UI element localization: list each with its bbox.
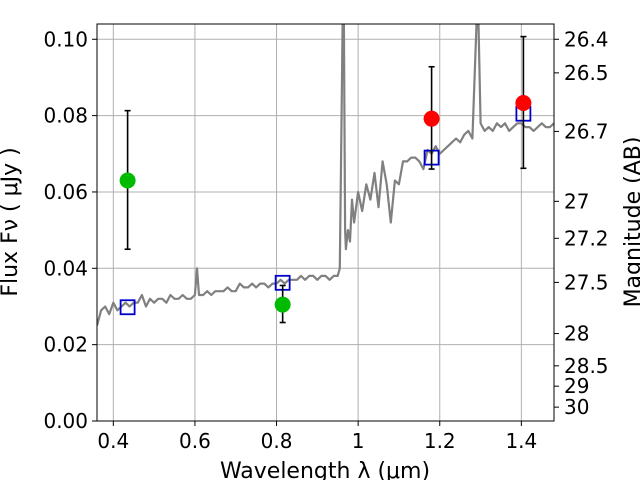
spectrum-line: [97, 24, 554, 326]
y2-tick-label: 26.4: [564, 27, 609, 51]
y2-tick-label: 30: [564, 395, 589, 419]
y2-tick-label: 27.5: [564, 270, 609, 294]
x-tick-label: 0.8: [261, 429, 293, 453]
y-tick-label: 0.00: [43, 409, 88, 433]
x-tick-label: 1.2: [424, 429, 456, 453]
x-axis-label: Wavelength λ (μm): [220, 459, 430, 480]
y2-tick-label: 29: [564, 374, 589, 398]
y-axis-label: Flux Fν ( μJy ): [0, 147, 23, 296]
y2-tick-label: 26.5: [564, 61, 609, 85]
x-tick-label: 0.4: [97, 429, 129, 453]
observed-point: [515, 95, 532, 112]
y2-tick-label: 28.5: [564, 354, 609, 378]
x-tick-label: 0.6: [179, 429, 211, 453]
observed-point: [119, 172, 136, 189]
y-tick-label: 0.04: [43, 256, 88, 280]
ticks: 0.4 0.6 0.8 1 1.2 1.4 0.00 0.02 0.04 0.06 0.08 0.10…: [43, 27, 608, 453]
y2-tick-label: 28: [564, 322, 589, 346]
x-tick-label: 1: [352, 429, 365, 453]
observed-point: [423, 110, 440, 127]
y-tick-label: 0.08: [43, 104, 88, 128]
y2-tick-label: 27.2: [564, 226, 609, 250]
grid: [97, 24, 554, 422]
y2-tick-label: 26.7: [564, 119, 609, 143]
y2-axis-label: Magnitude (AB): [621, 137, 640, 308]
y-tick-label: 0.06: [43, 180, 88, 204]
y-tick-label: 0.10: [43, 27, 88, 51]
axes-frame: [96, 23, 555, 422]
model-photometry-square: [119, 299, 136, 316]
y-tick-label: 0.02: [43, 333, 88, 357]
observed-point: [274, 296, 291, 313]
x-tick-label: 1.4: [505, 429, 537, 453]
y2-tick-label: 27: [564, 189, 589, 213]
plot-area: [97, 24, 554, 326]
